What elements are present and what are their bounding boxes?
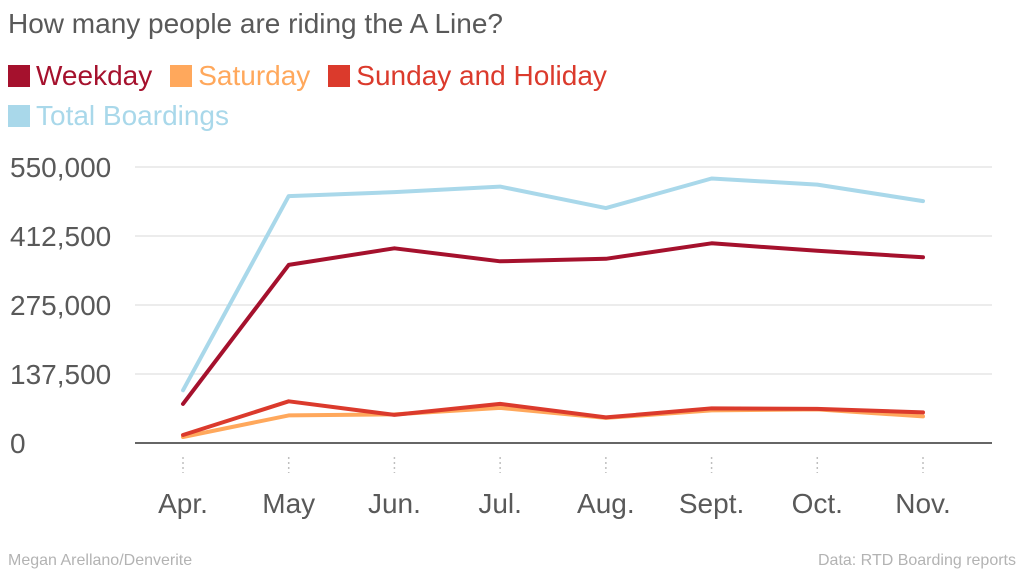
chart-title: How many people are riding the A Line?	[8, 8, 503, 39]
x-tick-label: Sept.	[679, 488, 744, 519]
series-line-weekday	[181, 241, 925, 406]
legend-item-0: Weekday	[8, 58, 152, 94]
legend-label: Weekday	[36, 60, 153, 91]
series-line-total-boardings	[181, 176, 925, 393]
x-tick-label: Jul.	[478, 488, 522, 519]
x-tick-label: Aug.	[577, 488, 635, 519]
y-tick-label: 0	[10, 428, 26, 459]
legend-label: Saturday	[198, 60, 311, 91]
y-tick-label: 550,000	[10, 152, 111, 183]
x-tick-label: Oct.	[792, 488, 843, 519]
x-tick-label: Jun.	[368, 488, 421, 519]
legend-item-2: Sunday and Holiday	[328, 58, 607, 94]
legend-label: Total Boardings	[36, 100, 230, 131]
legend-swatch	[8, 105, 30, 127]
credit-text: Megan Arellano/Denverite	[8, 552, 193, 569]
y-tick-label: 137,500	[10, 359, 111, 390]
x-tick-label: Apr.	[158, 488, 208, 519]
x-tick-label: Nov.	[895, 488, 951, 519]
legend-label: Sunday and Holiday	[356, 60, 607, 91]
x-tick-label: May	[262, 488, 315, 519]
source-text: Data: RTD Boarding reports	[817, 552, 1016, 569]
legend-swatch	[8, 65, 30, 87]
y-tick-label: 412,500	[10, 221, 111, 252]
series-line-sunday-and-holiday	[181, 399, 925, 437]
legend-swatch	[328, 65, 351, 87]
legend-swatch	[170, 65, 193, 87]
y-tick-label: 275,000	[10, 290, 111, 321]
legend-item-3: Total Boardings	[8, 98, 229, 134]
chart-legend: Weekday Saturday Sunday and Holiday Total B…	[8, 58, 708, 134]
legend-item-1: Saturday	[170, 58, 310, 94]
